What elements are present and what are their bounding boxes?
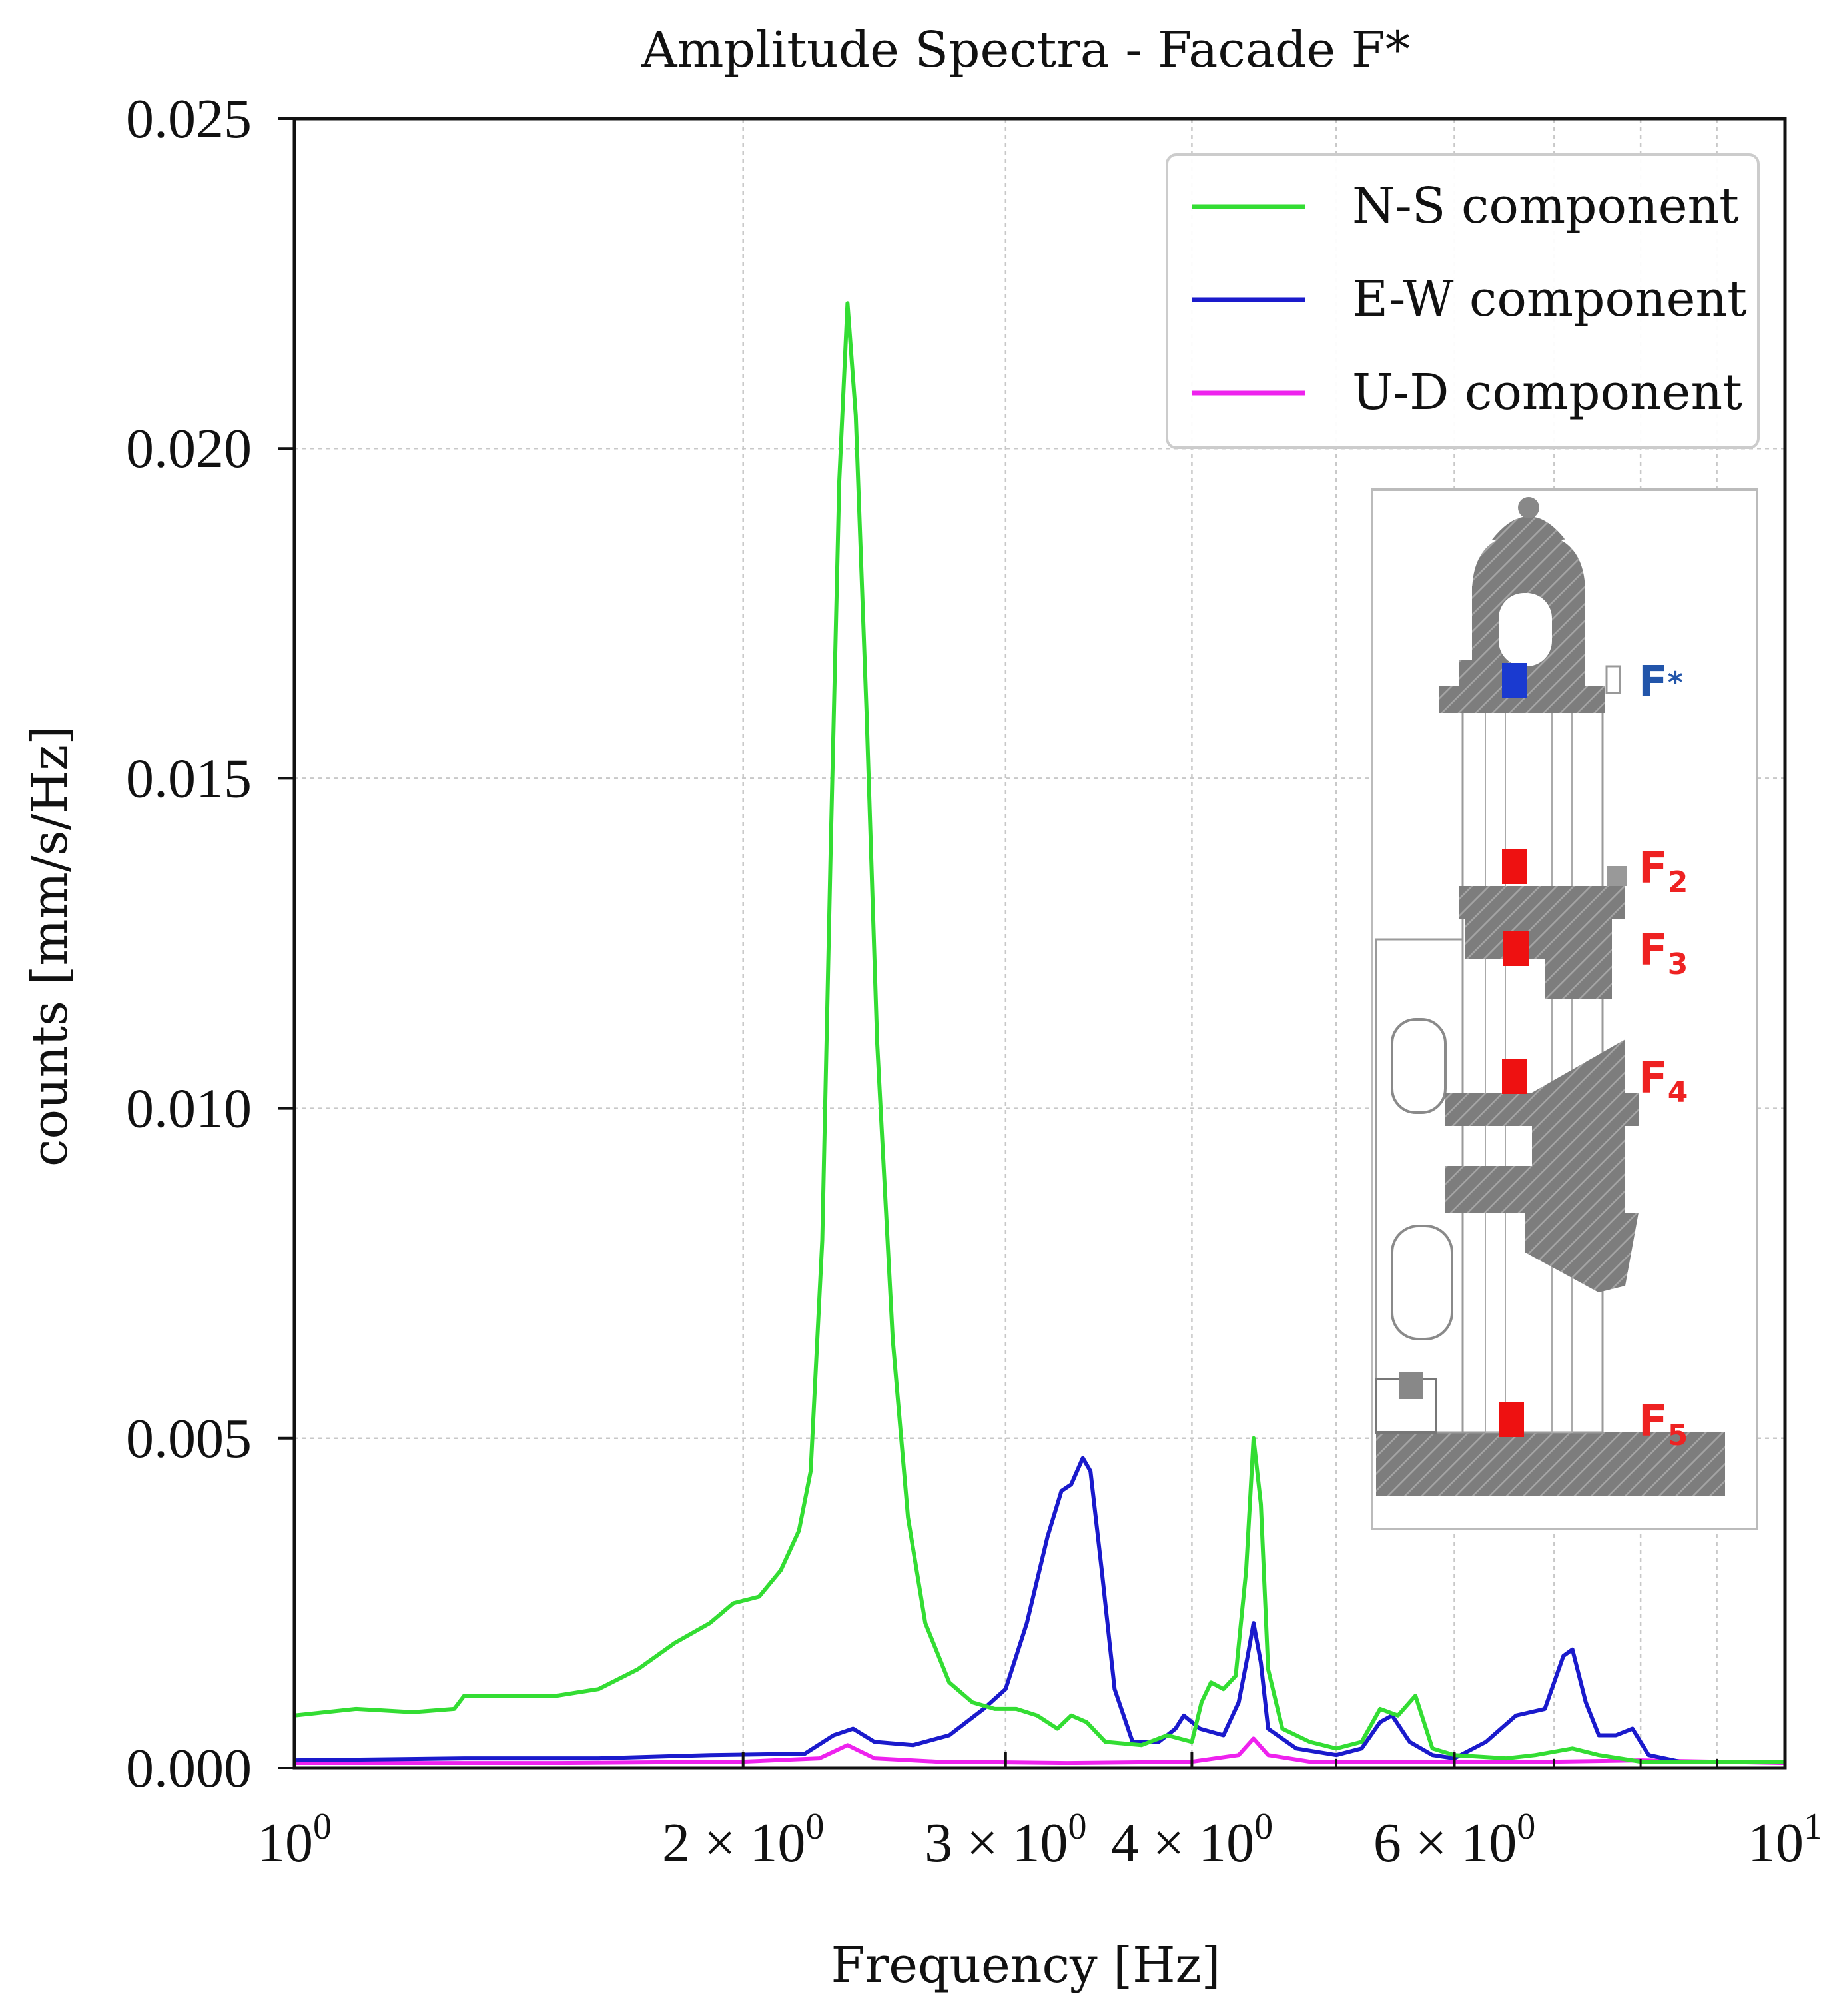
x-tick-base: 10	[1012, 1812, 1068, 1874]
chart-title: Amplitude Spectra - Facade F*	[641, 21, 1410, 79]
y-tick-label: 0.025	[126, 88, 252, 150]
sensor-label: F4	[1639, 1054, 1688, 1109]
x-tick-mantissa: 3 ×	[924, 1812, 1012, 1874]
legend: N-S component E-W component U-D component	[1166, 153, 1760, 449]
x-axis-label: Frequency [Hz]	[831, 1937, 1220, 1994]
x-tick-base: 10	[257, 1812, 313, 1874]
plot-frame	[292, 117, 1787, 1770]
legend-label: E-W component	[1352, 270, 1747, 328]
sensor-marker	[1502, 663, 1527, 698]
x-tick-label: 101	[1748, 1806, 1822, 1874]
sensor-label: F3	[1639, 926, 1688, 981]
y-tick-label: 0.000	[126, 1738, 252, 1799]
x-tick-mantissa: 2 ×	[662, 1812, 749, 1874]
x-tick-label: 2 × 100	[662, 1806, 824, 1874]
legend-label: U-D component	[1352, 364, 1742, 421]
x-tick-mantissa: 6 ×	[1373, 1812, 1461, 1874]
legend-box	[1166, 153, 1760, 449]
x-tick-exponent: 0	[1517, 1806, 1535, 1847]
sensor-label-subscript: 2	[1668, 865, 1688, 899]
x-tick-exponent: 0	[805, 1806, 824, 1847]
series-line-n-s	[294, 301, 1785, 1764]
x-tick-base: 10	[1461, 1812, 1517, 1874]
sensor-label: F5	[1639, 1397, 1688, 1452]
y-tick-label: 0.020	[126, 418, 252, 480]
sensor-label-base: F	[1639, 1397, 1668, 1446]
y-tick-label: 0.015	[126, 748, 252, 809]
sensor-marker	[1502, 849, 1527, 884]
legend-label: N-S component	[1352, 177, 1739, 235]
x-tick-exponent: 0	[1068, 1806, 1086, 1847]
x-tick-base: 10	[1198, 1812, 1254, 1874]
x-tick-label: 100	[257, 1806, 332, 1874]
x-tick-label: 6 × 100	[1373, 1806, 1535, 1874]
sensor-marker	[1499, 1402, 1524, 1437]
sensor-label: F*	[1639, 658, 1683, 707]
sensor-label-base: F	[1639, 1054, 1668, 1103]
sensor-label-subscript: 5	[1668, 1418, 1688, 1452]
sensor-label-base: F	[1639, 658, 1668, 707]
y-axis: 0.000 0.005 0.010 0.015 0.020 0.025	[126, 88, 294, 1799]
x-tick-base: 10	[1748, 1812, 1804, 1874]
y-tick-label: 0.010	[126, 1078, 252, 1140]
sensor-marker	[1503, 931, 1529, 966]
sensor-label: F2	[1639, 844, 1688, 899]
sensor-label-subscript: 3	[1668, 947, 1688, 981]
sensor-label-base: F	[1639, 844, 1668, 893]
sensor-label-subscript: *	[1668, 666, 1683, 700]
x-axis: 100 2 × 100 3 × 100 4 × 100 6 × 100 101	[257, 1752, 1822, 1874]
x-tick-mantissa: 4 ×	[1111, 1812, 1198, 1874]
x-tick-exponent: 0	[313, 1806, 332, 1847]
x-tick-exponent: 1	[1804, 1806, 1822, 1847]
sensor-label-base: F	[1639, 926, 1668, 975]
x-tick-base: 10	[749, 1812, 805, 1874]
y-tick-label: 0.005	[126, 1408, 252, 1470]
x-tick-exponent: 0	[1254, 1806, 1273, 1847]
y-axis-label: counts [mm/s/Hz]	[21, 726, 79, 1167]
sensor-marker	[1502, 1059, 1527, 1094]
sensor-label-subscript: 4	[1668, 1075, 1688, 1109]
building-drawing	[1375, 497, 1725, 1496]
series-line-e-w	[294, 1456, 1785, 1764]
x-tick-label: 3 × 100	[924, 1806, 1086, 1874]
x-tick-label: 4 × 100	[1111, 1806, 1273, 1874]
